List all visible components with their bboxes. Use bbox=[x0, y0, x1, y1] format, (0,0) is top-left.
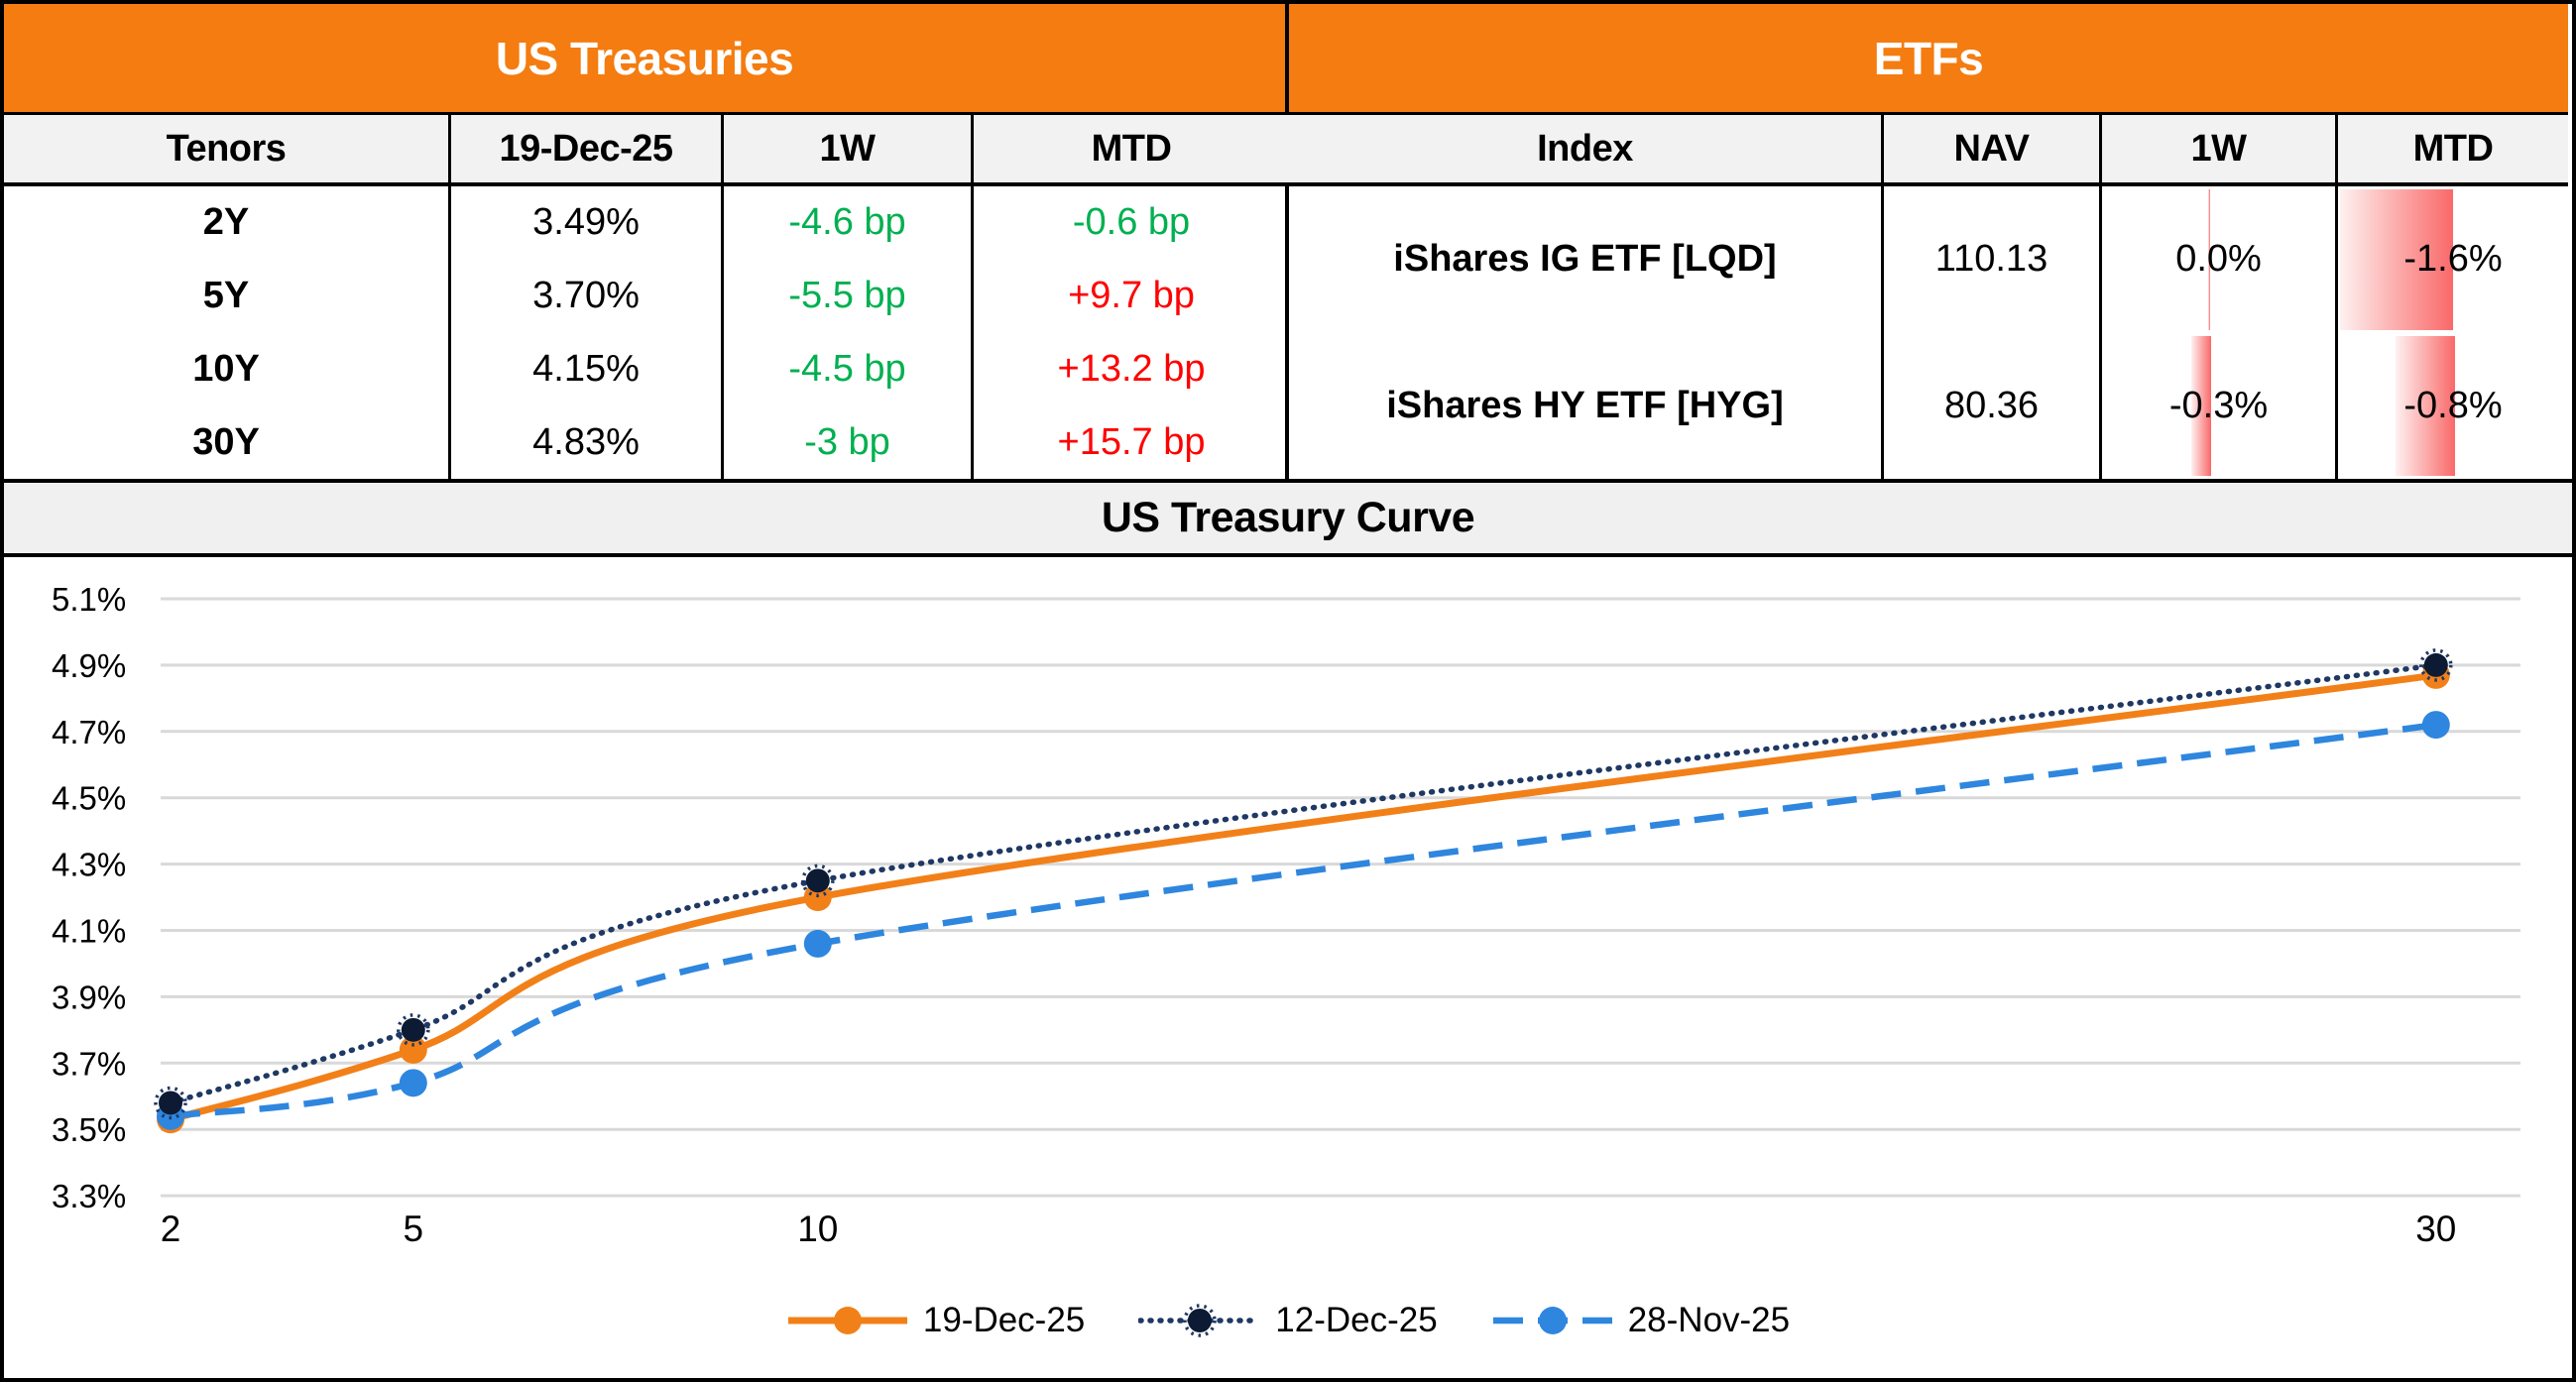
1w-change: -4.6 bp bbox=[724, 186, 974, 260]
legend-label: 19-Dec-25 bbox=[922, 1301, 1086, 1339]
etfs-grid: Index NAV 1W MTD iShares IG ETF [LQD] 11… bbox=[1289, 115, 2568, 479]
etfs-header-nav: NAV bbox=[1884, 115, 2102, 186]
treasury-curve-plot: 5.1% 4.9% 4.7% 4.5% 4.3% 4.1% 3.9% 3.7% 3.5% 3.3%… bbox=[52, 581, 2520, 1249]
svg-text:3.3%: 3.3% bbox=[52, 1178, 126, 1214]
1w-change: -4.5 bp bbox=[724, 332, 974, 406]
treasuries-header-1w: 1W bbox=[724, 115, 974, 186]
etf-mtd-cell: -0.8% bbox=[2338, 333, 2568, 480]
tenor-label: 5Y bbox=[4, 259, 451, 333]
legend-swatch-icon bbox=[1138, 1304, 1262, 1337]
svg-text:2: 2 bbox=[161, 1209, 181, 1249]
svg-text:10: 10 bbox=[797, 1209, 838, 1249]
svg-text:4.7%: 4.7% bbox=[52, 714, 126, 750]
tenor-label: 10Y bbox=[4, 332, 451, 406]
tenor-label: 2Y bbox=[4, 186, 451, 260]
svg-text:5: 5 bbox=[404, 1209, 424, 1249]
legend-item: 12-Dec-25 bbox=[1138, 1301, 1438, 1340]
svg-text:5.1%: 5.1% bbox=[52, 581, 126, 618]
chart-title: US Treasury Curve bbox=[4, 479, 2572, 557]
summary-tables: US Treasuries Tenors 19-Dec-25 1W MTD 2Y… bbox=[4, 4, 2572, 479]
1w-databar bbox=[2191, 335, 2212, 476]
legend-item: 19-Dec-25 bbox=[786, 1301, 1085, 1340]
svg-text:4.1%: 4.1% bbox=[52, 913, 126, 950]
mtd-change: -0.6 bp bbox=[1072, 201, 1191, 244]
svg-text:4.9%: 4.9% bbox=[52, 647, 126, 684]
svg-text:3.7%: 3.7% bbox=[52, 1045, 126, 1082]
mtd-change: +9.7 bp bbox=[1068, 275, 1195, 317]
etf-mtd-change: -1.6% bbox=[2403, 238, 2503, 281]
etf-nav-value: 80.36 bbox=[1884, 332, 2102, 479]
yield-value: 4.83% bbox=[451, 405, 724, 479]
treasury-curve-chart: 5.1% 4.9% 4.7% 4.5% 4.3% 4.1% 3.9% 3.7% 3.5% 3.3%… bbox=[4, 557, 2572, 1378]
legend-swatch-icon bbox=[1492, 1307, 1612, 1334]
legend-label: 28-Nov-25 bbox=[1627, 1301, 1791, 1339]
legend-swatch-icon bbox=[787, 1307, 907, 1334]
yield-value: 4.15% bbox=[451, 332, 724, 406]
yield-value: 3.49% bbox=[451, 186, 724, 260]
etf-1w-change: 0.0% bbox=[2175, 238, 2262, 281]
etfs-title: ETFs bbox=[1289, 4, 2568, 115]
etfs-header-1w: 1W bbox=[2102, 115, 2338, 186]
etfs-header-mtd: MTD bbox=[2338, 115, 2568, 186]
1w-change: -3 bp bbox=[724, 405, 974, 479]
etf-mtd-cell: -1.6% bbox=[2338, 186, 2568, 333]
1w-databar bbox=[2207, 189, 2211, 330]
treasuries-header-mtd: MTD bbox=[974, 115, 1289, 186]
etfs-header-index: Index bbox=[1289, 115, 1884, 186]
1w-change: -5.5 bp bbox=[724, 259, 974, 333]
etf-index-name: iShares HY ETF [HYG] bbox=[1289, 332, 1884, 479]
us-treasuries-table: US Treasuries Tenors 19-Dec-25 1W MTD 2Y… bbox=[4, 4, 1289, 479]
us-treasuries-title: US Treasuries bbox=[4, 4, 1285, 115]
chart-legend: 19-Dec-25 12-Dec-25 28-Nov-25 bbox=[4, 1301, 2572, 1340]
legend-label: 12-Dec-25 bbox=[1275, 1301, 1438, 1339]
tenor-label: 30Y bbox=[4, 405, 451, 479]
svg-text:30: 30 bbox=[2415, 1209, 2456, 1249]
svg-text:3.5%: 3.5% bbox=[52, 1111, 126, 1148]
treasuries-header-tenors: Tenors bbox=[4, 115, 451, 186]
etf-index-name: iShares IG ETF [LQD] bbox=[1289, 186, 1884, 333]
yield-value: 3.70% bbox=[451, 259, 724, 333]
svg-text:3.9%: 3.9% bbox=[52, 979, 126, 1015]
etf-nav-value: 110.13 bbox=[1884, 186, 2102, 333]
etf-mtd-change: -0.8% bbox=[2403, 384, 2503, 426]
etf-1w-cell: -0.3% bbox=[2102, 332, 2338, 479]
treasuries-header-date: 19-Dec-25 bbox=[451, 115, 724, 186]
mtd-databar bbox=[2340, 189, 2453, 330]
legend-item: 28-Nov-25 bbox=[1491, 1301, 1790, 1340]
us-treasuries-grid: Tenors 19-Dec-25 1W MTD 2Y 3.49% -4.6 bp… bbox=[4, 115, 1289, 479]
mtd-change: +13.2 bp bbox=[1057, 347, 1206, 390]
etf-1w-change: -0.3% bbox=[2168, 384, 2269, 426]
etf-1w-cell: 0.0% bbox=[2102, 186, 2338, 333]
mtd-change: +15.7 bp bbox=[1057, 420, 1206, 463]
svg-text:4.5%: 4.5% bbox=[52, 780, 126, 817]
mtd-databar bbox=[2396, 335, 2456, 476]
etfs-table: ETFs Index NAV 1W MTD iShares IG ETF [LQ… bbox=[1289, 4, 2568, 479]
svg-text:4.3%: 4.3% bbox=[52, 847, 126, 883]
